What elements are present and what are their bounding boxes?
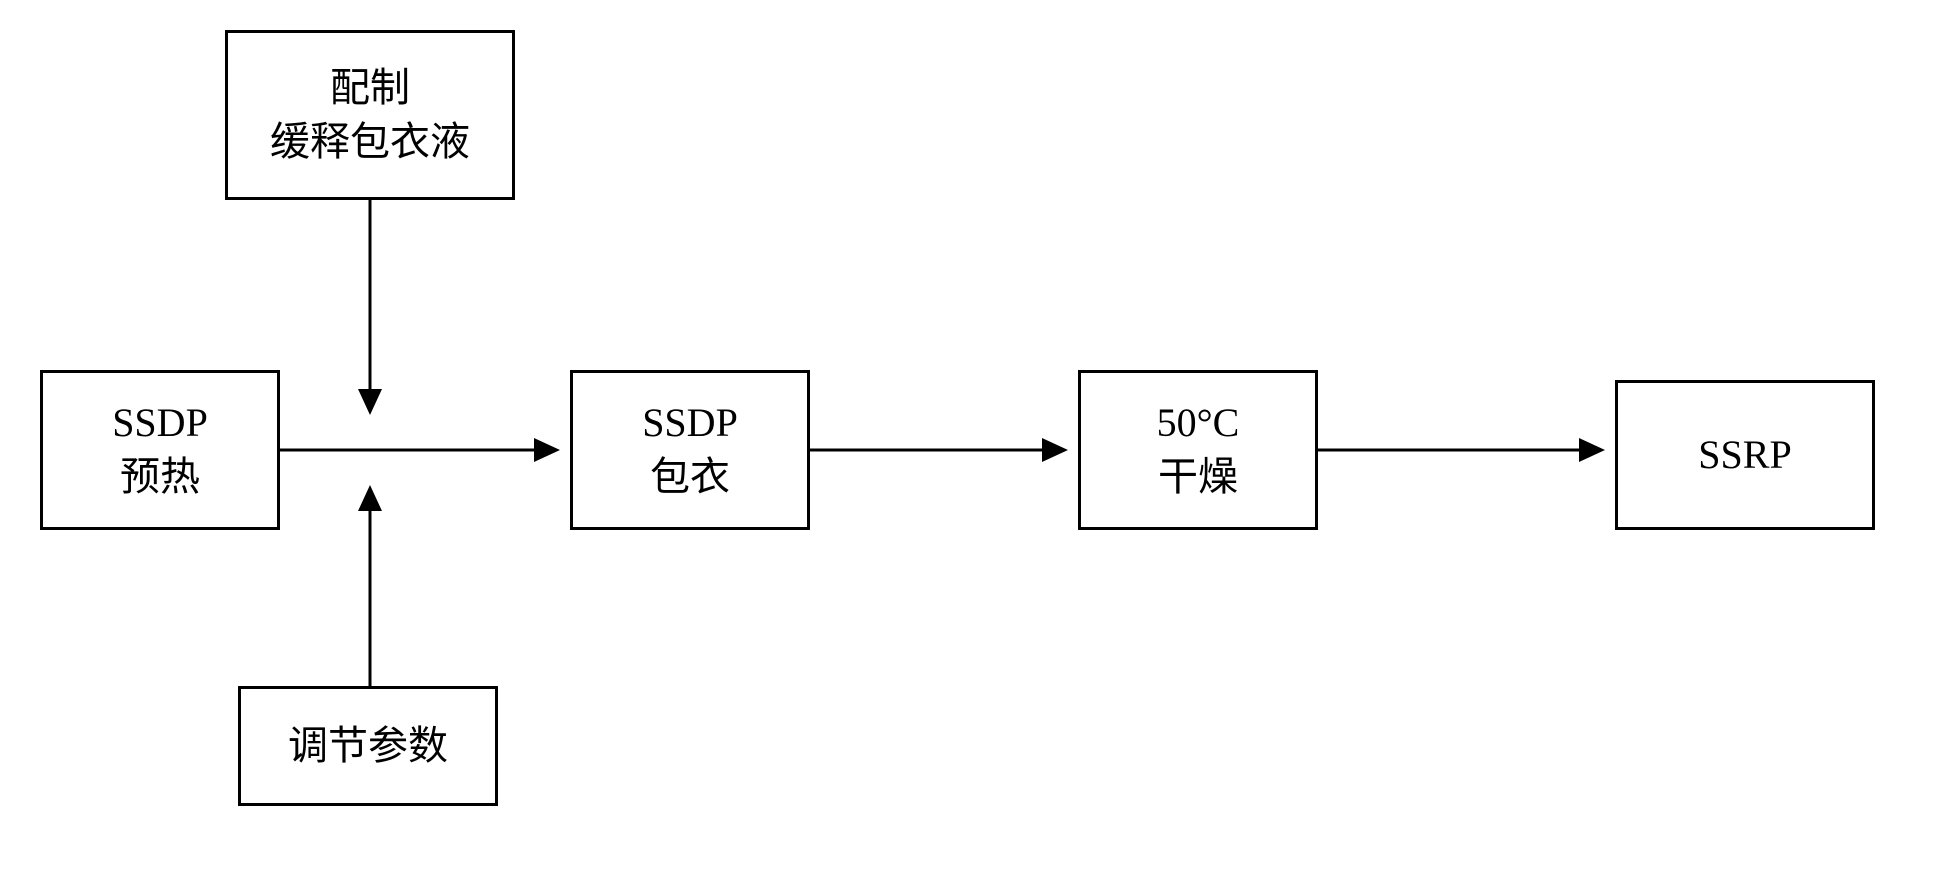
box-text-line: 调节参数 [288,719,448,773]
box-ssdp-coating: SSDP包衣 [570,370,810,530]
box-adjust-parameters: 调节参数 [238,686,498,806]
box-prepare-coating-solution: 配制缓释包衣液 [225,30,515,200]
arrow-head-solution-down [358,389,382,415]
arrow-head-params-up [358,485,382,511]
box-text-line: 包衣 [650,450,730,504]
box-ssdp-preheat: SSDP预热 [40,370,280,530]
box-text-line: 配制 [330,61,410,115]
box-text-line: SSDP [642,396,738,450]
box-drying-50c: 50°C干燥 [1078,370,1318,530]
arrow-head-preheat-to-coating [534,438,560,462]
box-text-line: 预热 [120,450,200,504]
box-text-line: SSDP [112,396,208,450]
box-text-line: 缓释包衣液 [270,115,470,169]
arrow-head-coating-to-drying [1042,438,1068,462]
box-text-line: 50°C [1157,396,1240,450]
arrow-head-drying-to-ssrp [1579,438,1605,462]
box-text-line: SSRP [1698,428,1791,482]
box-ssrp: SSRP [1615,380,1875,530]
box-text-line: 干燥 [1158,450,1238,504]
